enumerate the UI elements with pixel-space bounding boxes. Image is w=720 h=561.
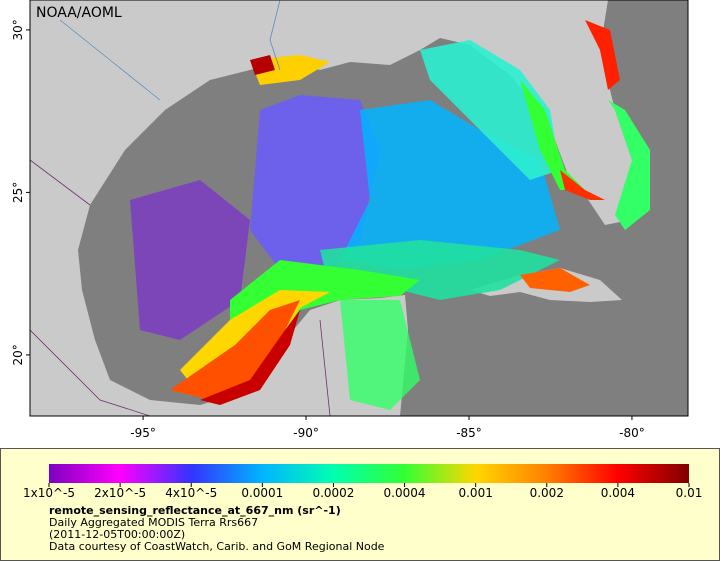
colorbar-tick-label: 2x10^-5: [94, 486, 146, 499]
swath: [420, 40, 560, 180]
x-tick-label: -85°: [456, 426, 482, 440]
colorbar-tick-label: 0.002: [530, 486, 564, 499]
colorbar-tick-label: 0.0001: [241, 486, 283, 499]
colorbar-tick-label: 0.01: [676, 486, 703, 499]
river: [59, 19, 161, 101]
map-frame: [29, 0, 689, 417]
colorbar-tick-label: 0.004: [601, 486, 635, 499]
x-tick-label: -95°: [130, 426, 156, 440]
legend-credit: Data courtesy of CoastWatch, Carib. and …: [49, 540, 385, 553]
swath: [520, 80, 585, 190]
swath: [585, 20, 620, 90]
swath: [130, 180, 250, 340]
colorbar-tick-label: 4x10^-5: [165, 486, 217, 499]
legend: 1x10^-5 2x10^-5 4x10^-5 0.0001 0.0002 0.0004 0…: [0, 448, 720, 561]
border: [30, 329, 151, 416]
border: [319, 319, 331, 416]
swath: [560, 170, 605, 200]
colorbar-tick-label: 0.0004: [384, 486, 426, 499]
swath: [520, 268, 590, 292]
y-tick-label: 25°: [11, 182, 25, 203]
product: Daily Aggregated MODIS Terra Rrs667: [49, 516, 259, 529]
swath: [340, 300, 420, 410]
swath: [200, 310, 300, 405]
x-tick-label: -90°: [293, 426, 319, 440]
river: [269, 0, 281, 71]
time: (2011-12-05T00:00:00Z): [49, 528, 186, 541]
land: [30, 0, 640, 416]
swath: [250, 95, 380, 280]
swath: [170, 300, 300, 400]
y-tick-label: 20°: [11, 344, 25, 365]
variable: remote_sensing_reflectance_at_667_nm (sr…: [49, 504, 341, 517]
swath: [250, 55, 275, 75]
colorbar-tick-label: 0.0002: [312, 486, 354, 499]
map-layer: [30, 0, 688, 416]
swath: [608, 100, 650, 230]
colorbar-tick-label: 0.001: [458, 486, 492, 499]
colorbar: 1x10^-5 2x10^-5 4x10^-5 0.0001 0.0002 0.0004 0…: [23, 464, 703, 499]
colorbar-tick-label: 1x10^-5: [23, 486, 75, 499]
map: NOAA/AOML -95° -90° -85° -80° 20° 25° 30°: [11, 0, 689, 440]
border: [30, 159, 91, 206]
x-tick-label: -80°: [619, 426, 645, 440]
y-tick-label: 30°: [11, 19, 25, 40]
credit: NOAA/AOML: [36, 5, 122, 21]
colorbar-bar: [49, 464, 689, 483]
